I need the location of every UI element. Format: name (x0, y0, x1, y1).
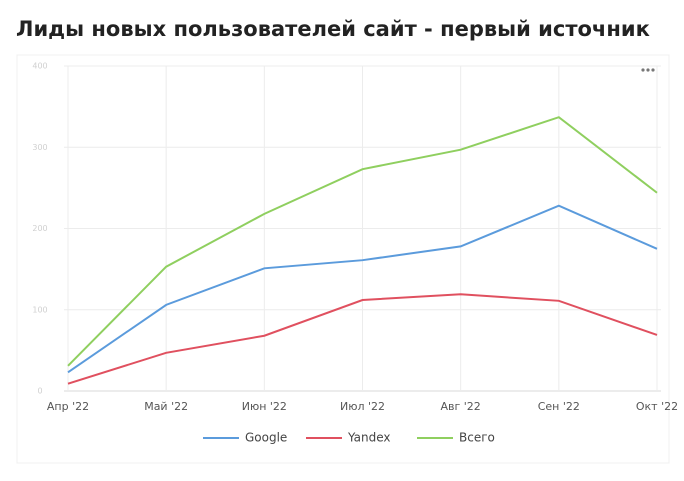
x-tick-label: Авг '22 (441, 400, 481, 413)
legend-label: Yandex (347, 431, 391, 445)
y-tick-label: 200 (32, 224, 47, 233)
x-tick-label: Окт '22 (636, 400, 678, 413)
chart-frame (16, 54, 670, 464)
chart-title: Лиды новых пользователей сайт - первый и… (16, 17, 650, 41)
line-series (67, 204, 658, 374)
x-tick-label: Сен '22 (538, 400, 580, 413)
y-tick-label: 300 (32, 143, 47, 152)
menu-dots[interactable] (641, 68, 655, 72)
legend-label: Google (245, 431, 287, 445)
y-tick-label: 400 (32, 62, 47, 71)
line-series (67, 116, 658, 367)
x-tick-label: Апр '22 (47, 400, 89, 413)
x-tick-label: Июн '22 (242, 400, 287, 413)
x-tick-label: Май '22 (144, 400, 188, 413)
x-tick-label: Июл '22 (340, 400, 385, 413)
y-tick-label: 100 (32, 305, 47, 314)
legend-label: Всего (459, 431, 495, 445)
y-tick-label: 0 (37, 387, 42, 396)
line-series (67, 293, 658, 385)
